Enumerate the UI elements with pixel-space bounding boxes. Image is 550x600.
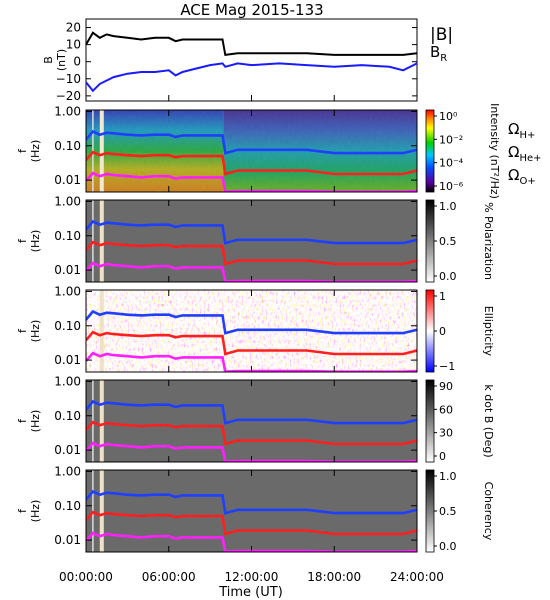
x-tick-label: 12:00:00	[225, 570, 279, 584]
y-tick-label: 0	[73, 55, 81, 69]
x-axis-label: Time (UT)	[218, 585, 283, 600]
ellipticity-panel: 1.00 0.10 0.01 f(Hz) 1 0 −1 Ellipticity	[16, 284, 495, 373]
y-tick-label: 0.10	[54, 229, 81, 243]
series-line-b-total	[85, 31, 418, 57]
colorbar-tick-label: 1.0	[439, 470, 457, 483]
colorbar-tick-label: 30	[439, 427, 453, 440]
y-tick-label: 1.00	[54, 284, 81, 298]
y-tick-label: 1.00	[54, 194, 81, 208]
gyrofrequency-line-he	[86, 150, 417, 176]
colorbar-tick-label: 1	[439, 290, 446, 303]
kdotb-panel: 1.00 0.10 0.01 f(Hz) 90 60 30 0 k dot B (Deg)	[16, 374, 495, 463]
legend-h: ΩH+	[508, 120, 535, 141]
legend-b-radial: BR	[430, 43, 447, 64]
colorbar-label: k dot B (Deg)	[482, 384, 495, 457]
series-line-b-radial	[85, 62, 418, 93]
colorbar-tick-label: 0.0	[439, 540, 457, 553]
data-gap	[99, 380, 104, 462]
x-tick-label: 06:00:00	[142, 570, 196, 584]
gyrofrequency-line-he	[86, 510, 417, 536]
colorbar-tick-label: 10⁻⁶	[439, 180, 464, 193]
colorbar-tick-label: 60	[439, 403, 453, 416]
colorbar-tick-label: 1.0	[439, 200, 457, 213]
gyrofrequency-line-he	[86, 420, 417, 446]
gyrofrequency-line-he	[86, 330, 417, 356]
x-tick-label: 24:00:00	[390, 570, 444, 584]
colorbar-tick-label: 0.5	[439, 505, 457, 518]
y-axis-label: f(Hz)	[16, 320, 42, 343]
legend-he: ΩHe+	[508, 143, 542, 164]
colorbar-tick-label: 10⁰	[439, 110, 458, 123]
y-axis-label: f(Hz)	[16, 410, 42, 433]
magnetic-field-panel: 20 10 0 −10 −20 B(nT) |B| BR	[42, 18, 453, 103]
gyrofrequency-line-h	[86, 309, 417, 335]
colorbar-tick-label: 10⁻⁴	[439, 157, 464, 170]
y-tick-label: 1.00	[54, 464, 81, 478]
legend-o: ΩO+	[508, 166, 536, 187]
colorbar	[425, 289, 435, 373]
colorbar-tick-label: 0	[439, 325, 446, 338]
y-tick-label: 1.00	[54, 104, 81, 118]
gyrofrequency-line-h	[86, 219, 417, 245]
y-axis-label: f(Hz)	[16, 140, 42, 163]
colorbar-tick-label: 90	[439, 380, 453, 393]
legend-b-total: |B|	[430, 25, 453, 45]
y-tick-label: 0.01	[54, 263, 81, 277]
colorbar	[425, 109, 435, 193]
x-tick-label: 00:00:00	[59, 570, 113, 584]
colorbar	[425, 199, 435, 283]
colorbar	[425, 469, 435, 553]
time-axis: Time (UT) 00:00:00 06:00:00 12:00:00 18:00:…	[59, 570, 444, 600]
gyrofrequency-line-h	[86, 489, 417, 515]
y-tick-label: 0.10	[54, 499, 81, 513]
coherency-panel: 1.00 0.10 0.01 f(Hz) 1.0 0.5 0.0 Coherency	[16, 464, 495, 553]
colorbar-label: Ellipticity	[482, 306, 495, 357]
y-tick-label: 0.10	[54, 139, 81, 153]
gyrofrequency-line-h	[86, 399, 417, 425]
plot-frame	[85, 18, 418, 102]
colorbar-tick-label: 10⁻²	[439, 133, 463, 146]
y-tick-label: 20	[66, 21, 81, 35]
y-tick-label: 10	[66, 38, 81, 52]
intensity-panel: 1.00 0.10 0.01 f(Hz) 10⁰ 10⁻² 10⁻⁴ 10⁻⁶ Intensit…	[16, 103, 542, 199]
colorbar-tick-label: 0	[439, 450, 446, 463]
y-axis-label: f(Hz)	[16, 500, 42, 523]
figure-title: ACE Mag 2015-133	[180, 1, 323, 19]
gyrofrequency-line-h	[86, 129, 417, 155]
y-tick-label: 0.01	[54, 533, 81, 547]
colorbar	[425, 379, 435, 463]
y-tick-label: 0.10	[54, 409, 81, 423]
colorbar-tick-label: −1	[439, 360, 455, 373]
colorbar-label: Intensity (nT²/Hz)	[488, 103, 501, 199]
y-axis-label: B(nT)	[42, 49, 68, 71]
y-axis-label: f(Hz)	[16, 230, 42, 253]
data-gap	[99, 110, 104, 192]
y-tick-label: 0.01	[54, 173, 81, 187]
x-tick-label: 18:00:00	[307, 570, 361, 584]
data-gap	[99, 470, 104, 552]
polarization-panel: 1.00 0.10 0.01 f(Hz) 1.0 0.5 0.0 % Polarization	[16, 194, 495, 283]
y-tick-label: 0.10	[54, 319, 81, 333]
colorbar-label: Coherency	[482, 482, 495, 541]
y-tick-label: 1.00	[54, 374, 81, 388]
y-tick-label: 0.01	[54, 443, 81, 457]
colorbar-tick-label: 0.0	[439, 270, 457, 283]
y-tick-label: 0.01	[54, 353, 81, 367]
data-gap	[99, 290, 104, 372]
y-tick-label: −10	[56, 72, 81, 86]
data-gap	[99, 200, 104, 282]
colorbar-label: % Polarization	[482, 202, 495, 280]
y-tick-label: −20	[56, 89, 81, 103]
colorbar-tick-label: 0.5	[439, 235, 457, 248]
gyrofrequency-line-he	[86, 240, 417, 266]
